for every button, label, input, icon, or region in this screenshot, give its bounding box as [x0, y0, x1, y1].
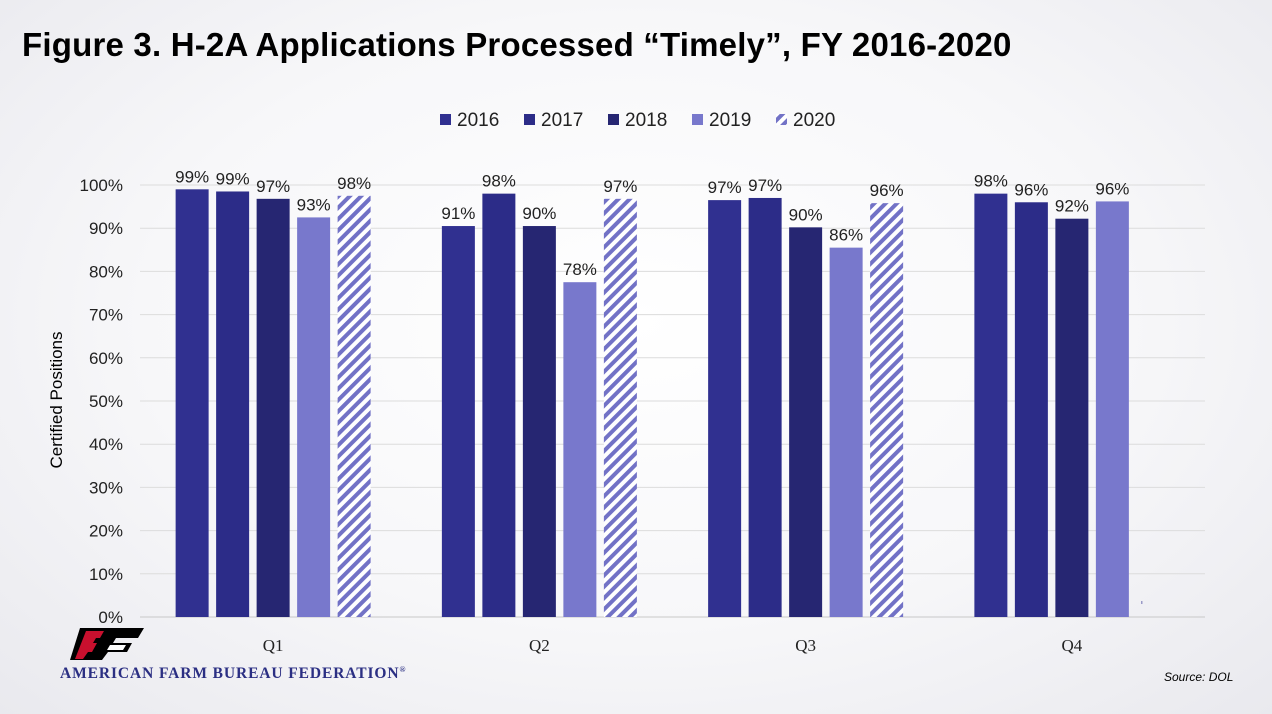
bar-2016-q4 [974, 193, 1008, 617]
data-label: 98% [337, 174, 371, 193]
data-label: 98% [482, 172, 516, 191]
y-tick-label: 100% [80, 176, 123, 195]
x-tick-label-q2: Q2 [529, 636, 550, 655]
legend-swatch-2020 [776, 114, 787, 125]
legend: 2016 2017 2018 2019 2020 [440, 110, 835, 131]
y-tick-label: 20% [89, 522, 123, 541]
y-tick-label: 10% [89, 565, 123, 584]
y-axis-ticks: 0% 10% 20% 30% 40% 50% 60% 70% 80% 90% 100% [80, 176, 123, 627]
legend-swatch-2017 [524, 114, 535, 125]
data-label: 96% [870, 181, 904, 200]
bar-2017-q1 [216, 191, 250, 618]
legend-label-2020: 2020 [793, 110, 835, 131]
bar-2019-q1 [297, 217, 331, 617]
data-label: 97% [748, 176, 782, 195]
data-label: 99% [216, 169, 250, 188]
legend-swatch-2016 [440, 114, 451, 125]
data-label: 78% [563, 260, 597, 279]
bar-2018-q1 [256, 198, 290, 617]
data-label: 97% [603, 177, 637, 196]
y-tick-label: 70% [89, 306, 123, 325]
logo-text-name: AMERICAN FARM BUREAU FEDERATION [60, 665, 400, 682]
bar-2017-q3 [748, 197, 782, 617]
bar-2020-q1 [337, 195, 371, 618]
bar-2019-q3 [829, 247, 863, 617]
farm-bureau-logo-icon [66, 626, 150, 667]
legend-label-2017: 2017 [541, 110, 583, 131]
legend-swatch-2019 [692, 114, 703, 125]
data-label: 90% [522, 204, 556, 223]
x-tick-label-q4: Q4 [1061, 636, 1082, 655]
logo-text: AMERICAN FARM BUREAU FEDERATION® [60, 665, 406, 683]
data-label: 97% [708, 178, 742, 197]
bar-2016-q2 [441, 226, 475, 618]
y-tick-label: 0% [98, 608, 123, 627]
bar-2018-q2 [522, 226, 556, 618]
y-tick-label: 50% [89, 392, 123, 411]
bars [175, 189, 1129, 618]
y-tick-label: 60% [89, 349, 123, 368]
bar-2016-q1 [175, 189, 209, 617]
x-axis-ticks: Q1 Q2 Q3 Q4 [263, 636, 1083, 655]
bar-2017-q2 [482, 193, 516, 617]
bar-2019-q4 [1095, 201, 1129, 617]
stray-mark [1141, 601, 1143, 604]
data-label: 91% [441, 204, 475, 223]
y-tick-label: 30% [89, 478, 123, 497]
bar-2019-q2 [563, 282, 597, 617]
data-label: 97% [256, 177, 290, 196]
y-tick-label: 80% [89, 262, 123, 281]
data-labels: 99% 99% 97% 93% 98% 91% 98% 90% 78% 97% 97% 97% 90% 8… [175, 167, 1129, 279]
bar-2020-q2 [603, 198, 637, 617]
y-tick-label: 90% [89, 219, 123, 238]
legend-label-2018: 2018 [625, 110, 667, 131]
bar-2016-q3 [708, 200, 742, 617]
y-tick-label: 40% [89, 435, 123, 454]
legend-label-2019: 2019 [709, 110, 751, 131]
data-label: 98% [974, 172, 1008, 191]
legend-swatch-2018 [608, 114, 619, 125]
data-label: 99% [175, 167, 209, 186]
source-note: Source: DOL [1164, 670, 1234, 684]
y-axis-label: Certified Positions [47, 331, 66, 468]
bar-2018-q4 [1055, 218, 1089, 618]
page-title: Figure 3. H-2A Applications Processed “T… [22, 26, 1012, 63]
logo-registered-mark: ® [399, 665, 407, 674]
bar-2020-q3 [870, 203, 904, 618]
x-tick-label-q1: Q1 [263, 636, 284, 655]
data-label: 92% [1055, 197, 1089, 216]
x-tick-label-q3: Q3 [795, 636, 816, 655]
bar-2018-q3 [789, 227, 823, 617]
data-label: 96% [1014, 180, 1048, 199]
bar-2017-q4 [1014, 202, 1048, 617]
data-label: 93% [297, 195, 331, 214]
data-label: 90% [789, 205, 823, 224]
data-label: 96% [1095, 179, 1129, 198]
legend-label-2016: 2016 [457, 110, 499, 131]
data-label: 86% [829, 226, 863, 245]
